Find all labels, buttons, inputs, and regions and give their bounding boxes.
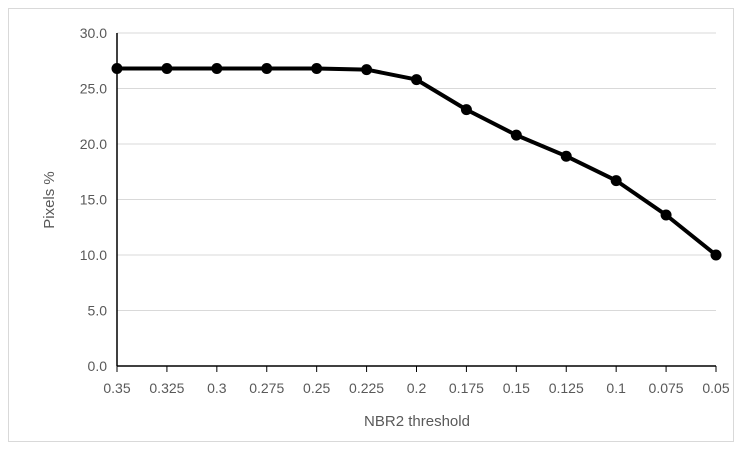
x-tick-label: 0.125 [549, 380, 584, 396]
x-tick-labels: 0.35 0.325 0.3 0.275 0.25 0.225 0.2 0.175 0.15 0.… [103, 380, 729, 396]
data-point [161, 63, 173, 75]
gridlines [117, 32, 716, 311]
chart-frame [8, 8, 734, 442]
x-axis-title: NBR2 threshold [364, 413, 470, 430]
y-tick-label: 20.0 [80, 136, 107, 152]
data-point [560, 150, 572, 162]
data-point [311, 63, 323, 75]
data-point [411, 74, 422, 86]
data-point [211, 63, 223, 75]
x-tick-label: 0.175 [449, 380, 484, 396]
y-tick-label: 0.0 [88, 358, 108, 374]
x-tick-label: 0.1 [606, 380, 626, 396]
y-tick-label: 5.0 [88, 303, 108, 319]
y-tick-label: 10.0 [80, 247, 107, 263]
axes [116, 33, 717, 372]
y-tick-label: 15.0 [80, 192, 107, 208]
x-tick-label: 0.3 [207, 380, 227, 396]
series-line [115, 66, 718, 257]
data-point [361, 64, 373, 76]
series-layer [111, 63, 722, 261]
data-point [510, 129, 522, 141]
y-axis-title: Pixels % [41, 171, 58, 229]
x-tick-label: 0.05 [702, 380, 729, 396]
y-tick-label: 25.0 [80, 81, 107, 97]
x-tick-label: 0.075 [649, 380, 684, 396]
data-point [710, 249, 722, 261]
data-point [660, 209, 672, 221]
data-point [111, 63, 123, 75]
x-tick-label: 0.15 [503, 380, 530, 396]
data-point [610, 175, 622, 187]
x-tick-label: 0.225 [349, 380, 384, 396]
data-point [261, 63, 273, 75]
y-tick-label: 30.0 [80, 25, 107, 41]
x-tick-label: 0.25 [303, 380, 330, 396]
x-tick-label: 0.275 [249, 380, 284, 396]
y-tick-labels: 0.0 5.0 10.0 15.0 20.0 25.0 30.0 [80, 25, 107, 374]
x-tick-label: 0.325 [149, 380, 184, 396]
x-tick-label: 0.35 [103, 380, 130, 396]
data-point [460, 104, 472, 116]
x-tick-label: 0.2 [407, 380, 427, 396]
